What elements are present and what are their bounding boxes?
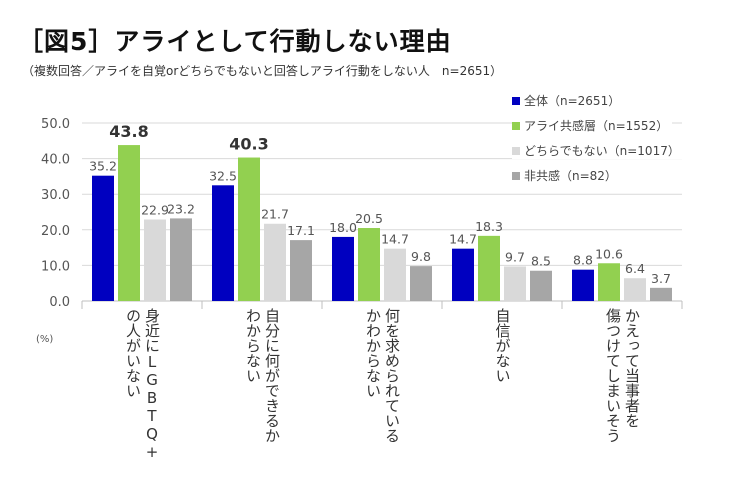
bar xyxy=(264,223,286,301)
bar xyxy=(624,278,646,301)
y-tick-label: 0.0 xyxy=(49,295,70,310)
category-label: 自信がない xyxy=(493,308,512,383)
data-label: 10.6 xyxy=(595,246,623,261)
legend-swatch xyxy=(512,171,520,180)
data-label: 9.8 xyxy=(411,249,431,264)
data-label: 43.8 xyxy=(109,122,148,141)
y-tick-label: 40.0 xyxy=(41,153,70,168)
data-label: 32.5 xyxy=(209,168,237,183)
data-label: 9.7 xyxy=(505,249,525,264)
bar xyxy=(530,270,552,301)
bar xyxy=(410,266,432,301)
data-label: 3.7 xyxy=(651,271,671,286)
bar xyxy=(170,218,192,301)
data-label: 23.2 xyxy=(167,201,195,216)
legend-swatch xyxy=(512,121,520,130)
bar xyxy=(238,157,260,301)
y-tick-label: 10.0 xyxy=(41,259,70,274)
bar xyxy=(144,219,166,301)
bar xyxy=(118,145,140,301)
y-unit-label: (%) xyxy=(36,334,54,345)
legend-item: 非共感（n=82） xyxy=(512,167,621,184)
data-label: 22.9 xyxy=(141,202,169,217)
category-label: かえって当事者を 傷つけてしまいそう xyxy=(604,308,641,443)
data-label: 18.3 xyxy=(475,219,503,234)
y-tick-label: 50.0 xyxy=(41,117,70,132)
bar xyxy=(332,236,354,301)
data-label: 14.7 xyxy=(381,232,409,247)
bar xyxy=(290,240,312,301)
chart-title: ［図5］アライとして行動しない理由 xyxy=(18,27,452,56)
data-label: 35.2 xyxy=(89,159,117,174)
data-label: 8.5 xyxy=(531,254,551,269)
legend-label: 全体（n=2651） xyxy=(524,94,621,108)
chart-subtitle: （複数回答／アライを自覚orどちらでもないと回答しアライ行動をしない人 n=26… xyxy=(22,64,503,78)
data-label: 14.7 xyxy=(449,232,477,247)
legend-item: アライ共感層（n=1552） xyxy=(512,117,673,134)
category-label: 自分に何ができるか わからない xyxy=(244,308,281,443)
category-label: 何を求められている かわからない xyxy=(364,308,401,443)
bar xyxy=(598,263,620,301)
bar xyxy=(650,287,672,301)
legend-label: アライ共感層（n=1552） xyxy=(524,119,669,133)
bar xyxy=(504,266,526,301)
legend-label: 非共感（n=82） xyxy=(524,169,617,183)
data-label: 6.4 xyxy=(625,261,645,276)
legend-item: どちらでもない（n=1017） xyxy=(512,142,684,159)
bar xyxy=(92,175,114,301)
y-tick-label: 30.0 xyxy=(41,188,70,203)
y-tick-label: 20.0 xyxy=(41,224,70,239)
bar xyxy=(212,185,234,301)
legend-swatch xyxy=(512,146,520,155)
legend-swatch xyxy=(512,96,520,105)
legend-label: どちらでもない（n=1017） xyxy=(524,144,680,158)
data-label: 20.5 xyxy=(355,211,383,226)
category-label: 身近にLGBTQ+ の人がいない xyxy=(124,308,161,461)
bar xyxy=(358,228,380,301)
bar xyxy=(452,248,474,301)
bar xyxy=(572,269,594,301)
data-label: 40.3 xyxy=(229,135,268,154)
bar xyxy=(384,248,406,301)
data-label: 18.0 xyxy=(329,220,357,235)
legend-item: 全体（n=2651） xyxy=(512,92,625,109)
data-label: 17.1 xyxy=(287,223,315,238)
data-label: 21.7 xyxy=(261,207,289,222)
bar xyxy=(478,235,500,301)
data-label: 8.8 xyxy=(573,253,593,268)
